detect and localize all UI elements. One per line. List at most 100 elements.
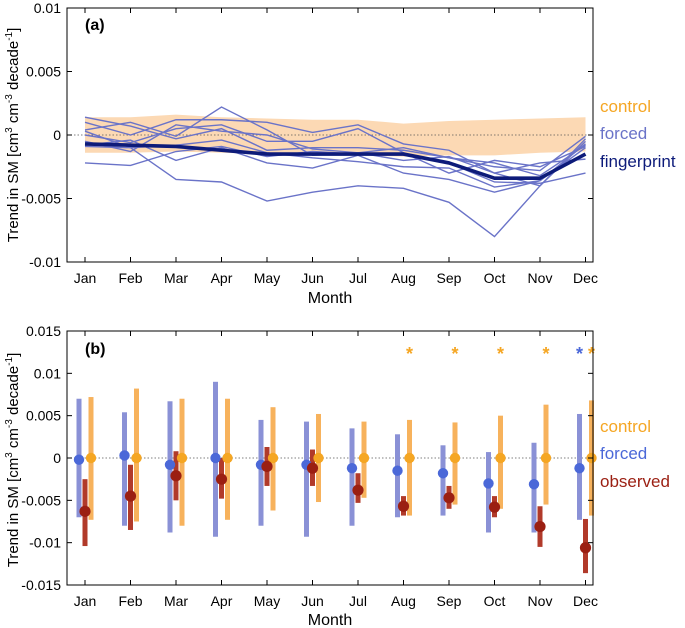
ylabel-b-part-2: cm bbox=[5, 428, 22, 452]
significance-layer: * * * * * * bbox=[406, 344, 595, 364]
x-tick-label: Jun bbox=[301, 593, 324, 609]
control-point bbox=[495, 452, 506, 464]
control-point bbox=[404, 452, 415, 464]
x-tick-label: Aug bbox=[391, 593, 416, 609]
observed-point bbox=[215, 473, 228, 485]
forced-range-bar bbox=[349, 428, 355, 526]
observed-point bbox=[79, 505, 91, 517]
observed-point bbox=[170, 470, 182, 482]
y-tick-label: 0.005 bbox=[26, 408, 61, 424]
observed-point bbox=[261, 460, 273, 473]
ylabel-b-sup-1: 3 bbox=[4, 452, 15, 458]
x-tick-label: Oct bbox=[484, 593, 506, 609]
control-range-bar bbox=[407, 419, 412, 516]
forced-member-line bbox=[84, 116, 586, 177]
forced-point bbox=[119, 450, 130, 461]
y-tick-label: 0.01 bbox=[34, 365, 61, 381]
significance-marker: * bbox=[406, 344, 413, 364]
significance-marker: * bbox=[588, 344, 595, 364]
x-tick-label: Sep bbox=[437, 593, 462, 609]
forced-member-line bbox=[84, 130, 587, 238]
observed-point bbox=[579, 542, 592, 554]
control-point bbox=[222, 452, 233, 464]
legend-a-forced: forced bbox=[600, 124, 647, 143]
observed-point bbox=[124, 490, 137, 502]
observed-point bbox=[397, 500, 410, 512]
x-tick-label: Sep bbox=[437, 270, 462, 286]
fingerprint-layer bbox=[84, 142, 587, 180]
x-tick-label: Jul bbox=[349, 593, 367, 609]
ylabel-a-part-2: cm bbox=[5, 103, 22, 127]
control-point bbox=[131, 452, 142, 464]
forced-point bbox=[392, 465, 403, 476]
forced-point bbox=[483, 478, 494, 489]
x-tick-label: May bbox=[254, 270, 280, 286]
panel-b-ylabel: Trend in SM [cm3 cm-3 decade-1] bbox=[4, 353, 22, 568]
x-tick-label: Feb bbox=[118, 270, 142, 286]
x-tick-label: Nov bbox=[528, 593, 553, 609]
x-tick-label: Nov bbox=[528, 270, 553, 286]
control-range-bar bbox=[452, 422, 458, 505]
x-tick-label: Aug bbox=[391, 270, 416, 286]
ylabel-b-part-3: decade bbox=[5, 366, 22, 419]
legend-a-fingerprint: fingerprint bbox=[600, 152, 676, 171]
ylabel-b-sup-3: -1 bbox=[4, 356, 15, 365]
legend-b-forced: forced bbox=[600, 444, 647, 463]
panel-a-y-ticks: -0.01 -0.005 0 0.005 0.01 bbox=[21, 0, 593, 270]
panel-b-xlabel: Month bbox=[308, 612, 352, 628]
panel-b-y-ticks: -0.015 -0.01 -0.005 0 0.005 0.01 0.015 bbox=[21, 323, 593, 593]
significance-marker: * bbox=[542, 344, 549, 364]
ylabel-b-part-4: ] bbox=[5, 353, 22, 357]
y-tick-label: 0 bbox=[53, 450, 61, 466]
forced-member-line bbox=[84, 119, 586, 174]
y-tick-label: -0.01 bbox=[29, 535, 61, 551]
points-layer bbox=[73, 450, 597, 554]
ylabel-b-sup-2: -3 bbox=[4, 419, 15, 428]
forced-point bbox=[528, 479, 540, 490]
forced-range-bar bbox=[440, 445, 446, 516]
ylabel-a-sup-1: 3 bbox=[4, 127, 15, 133]
x-tick-label: Jan bbox=[74, 593, 97, 609]
y-tick-label: -0.015 bbox=[21, 577, 61, 593]
x-tick-label: Jun bbox=[301, 270, 324, 286]
significance-marker: * bbox=[451, 344, 458, 364]
panel-a-label: (a) bbox=[85, 17, 105, 34]
observed-point bbox=[534, 520, 546, 533]
significance-marker: * bbox=[497, 344, 504, 364]
forced-point bbox=[164, 459, 176, 470]
ylabel-a-sup-2: -3 bbox=[4, 94, 15, 103]
forced-point bbox=[437, 468, 449, 479]
panel-b-label: (b) bbox=[85, 341, 105, 358]
x-tick-label: Oct bbox=[484, 270, 506, 286]
x-tick-label: May bbox=[254, 593, 280, 609]
forced-range-bar bbox=[304, 421, 309, 537]
x-tick-label: Mar bbox=[164, 270, 188, 286]
forced-range-bar bbox=[258, 419, 264, 526]
y-tick-label: 0.015 bbox=[26, 323, 61, 339]
x-tick-label: Feb bbox=[118, 593, 142, 609]
observed-point bbox=[488, 501, 501, 513]
panel-a: -0.01 -0.005 0 0.005 0.01 Jan Feb Mar Apr May Jun… bbox=[4, 0, 676, 307]
control-point bbox=[358, 452, 370, 464]
y-tick-label: 0 bbox=[53, 127, 61, 143]
x-tick-label: Apr bbox=[211, 593, 233, 609]
y-tick-label: 0.005 bbox=[26, 64, 61, 80]
panel-b: * * * * * * -0.015-0.01-0.00500.0050.010.015 … bbox=[4, 323, 670, 628]
forced-point bbox=[574, 462, 585, 474]
control-point bbox=[449, 452, 461, 464]
panel-b-x-ticks: Jan Feb Mar Apr May Jun Jul Aug Sep Oct Nov Dec bbox=[74, 331, 598, 609]
y-tick-label: -0.005 bbox=[21, 191, 61, 207]
observed-point bbox=[306, 462, 319, 474]
ylabel-b-part-1: Trend in SM [cm bbox=[5, 458, 22, 567]
ylabel-a-part-3: decade bbox=[5, 41, 22, 94]
x-tick-label: Apr bbox=[211, 270, 233, 286]
x-tick-label: Jan bbox=[74, 270, 97, 286]
x-tick-label: Dec bbox=[573, 593, 598, 609]
y-tick-label: -0.005 bbox=[21, 492, 61, 508]
control-point bbox=[540, 452, 552, 464]
panel-a-ylabel: Trend in SM [cm3 cm-3 decade-1] bbox=[4, 28, 22, 243]
y-tick-label: 0.01 bbox=[34, 0, 61, 16]
forced-point bbox=[346, 462, 358, 474]
forced-point bbox=[73, 454, 85, 465]
